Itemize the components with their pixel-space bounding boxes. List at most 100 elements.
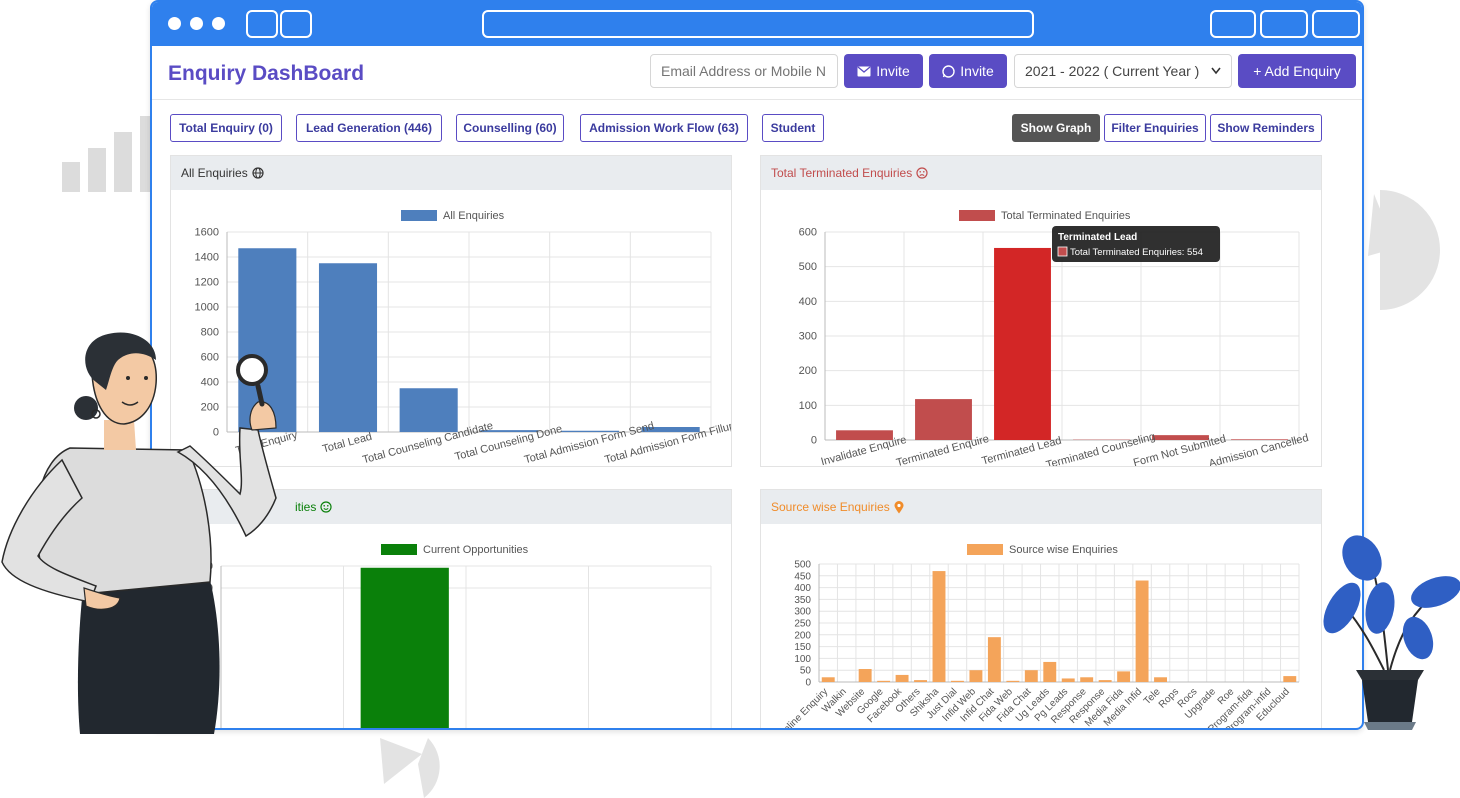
current-opportunities-chart: Current Opportunities400450 [195, 544, 712, 728]
chart-bar [1043, 661, 1057, 682]
invite-whatsapp-button[interactable]: Invite [929, 54, 1007, 88]
chart-bar [399, 388, 458, 432]
window-control-button[interactable] [1260, 10, 1308, 38]
map-pin-icon [894, 500, 904, 513]
y-tick-label: 0 [811, 435, 817, 447]
tooltip-swatch [1057, 246, 1068, 257]
terminated-enquiries-chart: Total Terminated Enquiries 0 100 200 300 400 5… [799, 210, 1310, 466]
chart-bar [914, 680, 927, 682]
tab-lead-generation[interactable]: Lead Generation (446) [296, 114, 442, 142]
address-bar[interactable] [482, 10, 1034, 38]
chart-bar [877, 680, 891, 682]
invite-email-button[interactable]: Invite [844, 54, 923, 88]
y-tick-label: 600 [799, 227, 817, 239]
y-tick-label: 50 [800, 666, 812, 677]
show-reminders-button[interactable]: Show Reminders [1210, 114, 1322, 142]
chart-bar [238, 248, 297, 432]
chart-bar [836, 430, 893, 440]
chart-bar [1024, 670, 1038, 682]
chart-bar [560, 430, 620, 432]
chart-bar [951, 680, 964, 682]
legend-label: Total Terminated Enquiries [1001, 210, 1131, 222]
chart-bar [987, 637, 1001, 682]
y-tick-label: 450 [794, 571, 811, 582]
y-tick-label: 600 [201, 352, 219, 364]
x-tick-label: Total Lead [321, 431, 373, 456]
window-titlebar [152, 2, 1362, 46]
y-tick-label: 250 [794, 619, 811, 630]
all-enquiries-card: All Enquiries All Enquiries 0 200 400 600 800… [170, 155, 732, 467]
y-tick-label: 300 [794, 607, 811, 618]
current-opportunities-title: ities [295, 500, 317, 514]
y-tick-label: 1200 [195, 277, 219, 289]
terminated-enquiries-title: Total Terminated Enquiries [771, 166, 913, 180]
smile-icon [320, 501, 332, 513]
source-wise-enquiries-title: Source wise Enquiries [771, 500, 890, 514]
source-wise-enquiries-chart: Source wise Enquiries 0501001502002503003… [776, 544, 1300, 728]
add-enquiry-button[interactable]: + Add Enquiry [1238, 54, 1356, 88]
tab-student[interactable]: Student [762, 114, 824, 142]
chart-bar [1231, 439, 1288, 440]
chart-bar [969, 670, 983, 682]
terminated-enquiries-card-header: Total Terminated Enquiries [761, 156, 1321, 190]
pie-chart-decoration-icon-2 [380, 738, 440, 798]
chart-bar [895, 674, 909, 682]
y-tick-label: 400 [799, 296, 817, 308]
forward-nav-button[interactable] [280, 10, 312, 38]
y-tick-label: 500 [799, 261, 817, 273]
window-control-button[interactable] [1312, 10, 1360, 38]
window-dot-icon[interactable] [212, 17, 225, 30]
chart-bar [1152, 435, 1209, 440]
invite-whatsapp-label: Invite [960, 63, 994, 79]
y-tick-label: 200 [201, 402, 219, 414]
window-dot-icon[interactable] [190, 17, 203, 30]
chart-bar [994, 247, 1051, 440]
chart-bar [932, 571, 946, 682]
chart-bar [641, 427, 700, 432]
terminated-enquiries-card: Total Terminated Enquiries Total Termina… [760, 155, 1322, 467]
tab-counselling[interactable]: Counselling (60) [456, 114, 564, 142]
back-nav-button[interactable] [246, 10, 278, 38]
y-tick-label: 100 [799, 400, 817, 412]
y-tick-label: 400 [794, 583, 811, 594]
y-tick-label: 400 [201, 377, 219, 389]
legend-label: Current Opportunities [423, 544, 529, 556]
y-tick-label: 1400 [195, 252, 219, 264]
academic-year-value: 2021 - 2022 ( Current Year ) [1025, 63, 1200, 79]
chart-bar [1098, 680, 1112, 682]
page-title: Enquiry DashBoard [168, 62, 365, 85]
app-header: Enquiry DashBoard Invite Invite 2021 - 2… [152, 46, 1362, 100]
legend-swatch [967, 544, 1003, 555]
tooltip-body: Total Terminated Enquiries: 554 [1070, 247, 1203, 258]
whatsapp-icon [942, 64, 955, 78]
chart-bar [1135, 580, 1149, 682]
tab-total-enquiry[interactable]: Total Enquiry (0) [170, 114, 282, 142]
chart-bar [318, 263, 378, 432]
chart-tooltip: Terminated Lead Total Terminated Enquirie… [1052, 226, 1220, 262]
tab-admission-work-flow[interactable]: Admission Work Flow (63) [580, 114, 748, 142]
y-tick-label: 200 [799, 365, 817, 377]
current-opportunities-card: ities Current Opportunities400450 [170, 489, 732, 728]
window-dot-icon[interactable] [168, 17, 181, 30]
browser-window: Enquiry DashBoard Invite Invite 2021 - 2… [150, 0, 1364, 730]
all-enquiries-title: All Enquiries [181, 166, 248, 180]
y-tick-label: 1600 [195, 227, 219, 239]
chart-bar [821, 677, 835, 682]
y-tick-label: 300 [799, 331, 817, 343]
tooltip-box [1052, 226, 1220, 262]
chevron-down-icon [1211, 67, 1221, 75]
y-tick-label: 0 [213, 427, 219, 439]
legend-label: Source wise Enquiries [1009, 544, 1118, 556]
show-graph-button[interactable]: Show Graph [1012, 114, 1100, 142]
y-tick-label: 100 [794, 654, 811, 665]
source-wise-enquiries-card-header: Source wise Enquiries [761, 490, 1321, 524]
email-mobile-input[interactable] [650, 54, 838, 88]
filter-enquiries-button[interactable]: Filter Enquiries [1104, 114, 1206, 142]
woman-with-magnifier-illustration [1, 332, 277, 734]
chart-bar [1006, 680, 1020, 682]
y-tick-label: 800 [201, 327, 219, 339]
window-control-button[interactable] [1210, 10, 1256, 38]
legend-swatch [381, 544, 417, 555]
academic-year-select[interactable]: 2021 - 2022 ( Current Year ) [1014, 54, 1232, 88]
